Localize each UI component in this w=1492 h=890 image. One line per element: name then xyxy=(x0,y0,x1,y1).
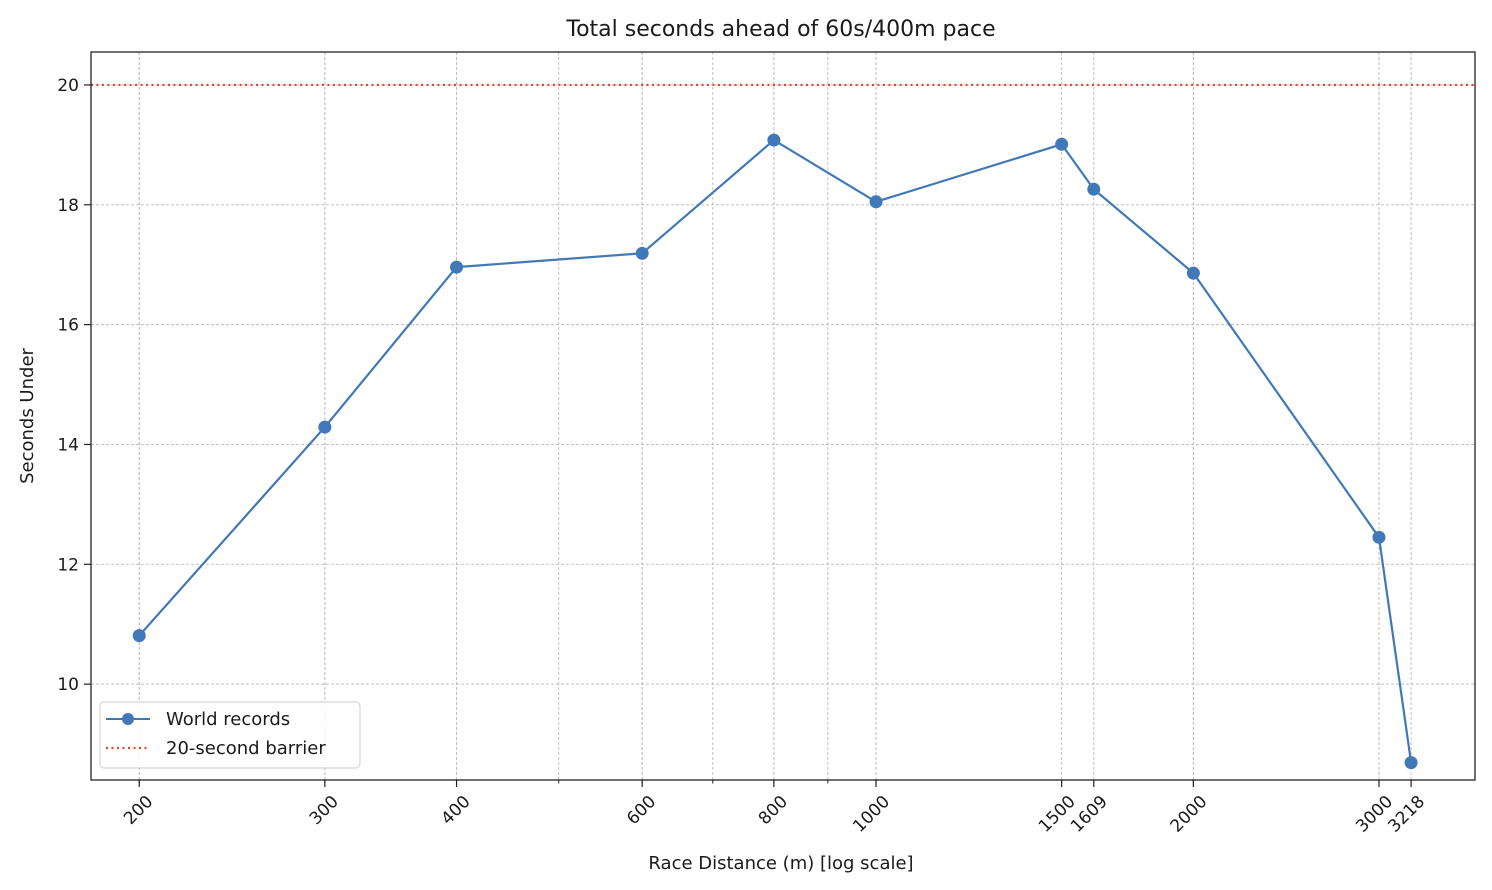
x-tick-label: 1000 xyxy=(849,792,894,837)
x-tick-label: 600 xyxy=(623,792,660,829)
legend: World records 20-second barrier xyxy=(99,701,361,769)
data-point xyxy=(318,420,332,434)
y-tick-label: 18 xyxy=(57,196,79,216)
data-point xyxy=(635,246,649,260)
grid xyxy=(91,52,1475,784)
y-axis: 10 12 14 16 18 20 xyxy=(57,76,91,695)
x-tick-label: 400 xyxy=(437,792,474,829)
data-point xyxy=(1404,756,1418,770)
y-tick-label: 16 xyxy=(57,316,79,336)
legend-barrier-label: 20-second barrier xyxy=(166,738,326,759)
y-tick-label: 10 xyxy=(57,675,79,695)
data-point xyxy=(1087,182,1101,196)
chart-title: Total seconds ahead of 60s/400m pace xyxy=(565,17,995,42)
data-point xyxy=(1186,266,1200,280)
x-tick-label: 800 xyxy=(755,792,792,829)
legend-series-marker xyxy=(122,713,134,725)
x-tick-label: 3000 xyxy=(1352,792,1397,837)
data-point xyxy=(1055,137,1069,151)
data-point xyxy=(1372,530,1386,544)
y-tick-label: 14 xyxy=(57,435,79,455)
x-tick-label: 300 xyxy=(306,792,343,829)
data-point xyxy=(869,195,883,209)
plot-frame xyxy=(90,51,1476,781)
x-tick-label: 1500 xyxy=(1035,792,1080,837)
data-point xyxy=(450,260,464,274)
x-tick-label: 1609 xyxy=(1067,792,1112,837)
y-tick-label: 12 xyxy=(57,555,79,575)
legend-series-label: World records xyxy=(166,709,290,730)
y-axis-label: Seconds Under xyxy=(17,347,38,483)
x-axis-label: Race Distance (m) [log scale] xyxy=(648,853,913,874)
series xyxy=(132,133,1418,770)
legend-box xyxy=(99,701,361,769)
x-tick-label: 200 xyxy=(120,792,157,829)
x-tick-label: 2000 xyxy=(1167,792,1212,837)
data-point xyxy=(132,629,146,643)
x-tick-label: 3218 xyxy=(1384,792,1429,837)
series-line xyxy=(138,138,1413,763)
data-point xyxy=(767,133,781,147)
y-tick-label: 20 xyxy=(57,76,79,96)
